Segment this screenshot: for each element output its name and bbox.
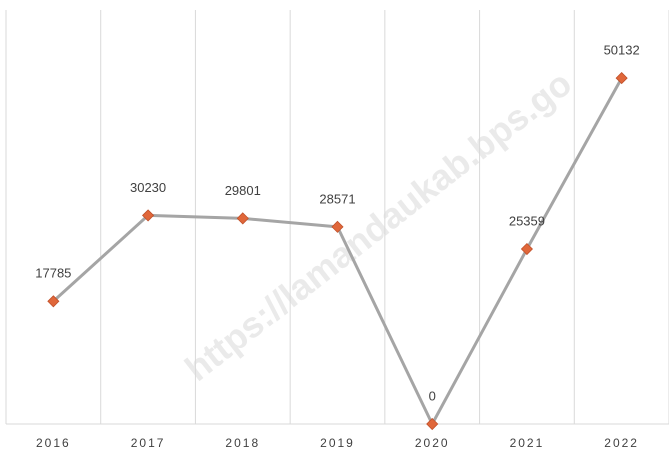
marker — [520, 242, 533, 256]
x-tick-label: 2022 — [604, 436, 639, 450]
marker — [426, 417, 439, 431]
grid — [5, 10, 669, 425]
data-label: 17785 — [35, 266, 71, 281]
data-label: 28571 — [319, 191, 355, 206]
data-label: 30230 — [130, 180, 166, 195]
x-tick-label: 2020 — [415, 436, 450, 450]
marker — [142, 209, 155, 222]
marker — [331, 220, 344, 233]
x-tick-label: 2016 — [36, 436, 71, 450]
plot: 2016 2017 2018 2019 2020 2021 2022 17785 30230 29… — [35, 43, 639, 451]
x-tick-label: 2017 — [131, 436, 166, 450]
x-tick-label: 2018 — [225, 436, 260, 450]
data-label: 0 — [429, 388, 436, 403]
marker — [236, 212, 249, 225]
x-tick-label: 2021 — [510, 436, 545, 450]
data-label: 29801 — [225, 183, 261, 198]
marker — [615, 72, 628, 85]
x-tick-label: 2019 — [320, 436, 355, 450]
data-label: 25359 — [509, 213, 545, 228]
marker — [47, 295, 60, 308]
data-label: 50132 — [604, 43, 640, 58]
